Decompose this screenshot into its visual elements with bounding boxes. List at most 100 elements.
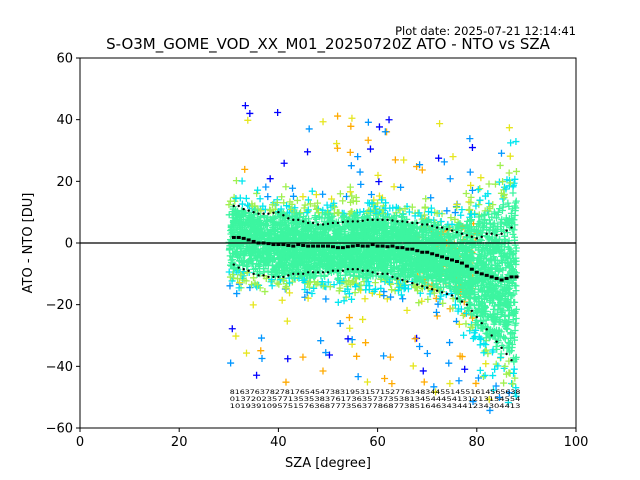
scatter-point xyxy=(243,349,251,357)
scatter-point xyxy=(367,190,375,198)
chart-title: S-O3M_GOME_VOD_XX_M01_20250720Z ATO - NT… xyxy=(106,35,551,54)
scatter-point xyxy=(497,350,505,358)
scatter-point xyxy=(497,189,505,197)
mean-marker xyxy=(365,244,370,248)
scatter-point xyxy=(253,371,261,379)
scatter-point xyxy=(477,247,485,255)
scatter-point xyxy=(348,114,356,122)
percentile-marker xyxy=(450,294,454,297)
scatter-point xyxy=(401,205,409,213)
scatter-point xyxy=(316,213,324,221)
percentile-marker xyxy=(252,210,255,214)
percentile-marker xyxy=(490,334,493,337)
scatter-point xyxy=(510,333,518,341)
scatter-point xyxy=(476,196,484,204)
scatter-point xyxy=(496,205,504,213)
scatter-point xyxy=(346,148,354,156)
scatter-point xyxy=(421,225,429,233)
percentile-marker xyxy=(237,266,240,269)
scatter-point xyxy=(305,125,313,133)
mean-marker xyxy=(514,275,519,279)
scatter-point xyxy=(356,168,364,176)
scatter-point xyxy=(345,210,353,218)
mean-marker xyxy=(415,249,420,253)
bin-count-row: 1019391095751576368777356377868773851646… xyxy=(230,403,521,410)
scatter-point xyxy=(409,362,417,370)
percentile-marker xyxy=(277,210,280,214)
scatter-point xyxy=(354,153,362,161)
scatter-point xyxy=(336,319,344,327)
scatter-point xyxy=(308,187,316,195)
scatter-point xyxy=(237,271,245,279)
percentile-marker xyxy=(406,280,409,283)
scatter-point xyxy=(394,287,402,295)
y-tick-label: 40 xyxy=(56,113,73,128)
scatter-point xyxy=(512,138,520,146)
percentile-marker xyxy=(366,218,369,222)
scatter-point xyxy=(293,196,301,204)
scatter-point xyxy=(308,289,316,297)
percentile-marker xyxy=(311,221,315,225)
percentile-marker xyxy=(302,220,305,223)
mean-marker xyxy=(450,258,454,262)
scatter-point xyxy=(489,372,497,380)
scatter-point xyxy=(330,281,338,289)
mean-marker xyxy=(499,278,504,282)
percentile-marker xyxy=(361,219,364,222)
scatter-point xyxy=(382,199,390,207)
scatter-point xyxy=(411,212,419,220)
scatter-point xyxy=(500,333,508,341)
scatter-point xyxy=(465,298,473,306)
percentile-marker xyxy=(336,269,340,272)
mean-marker xyxy=(335,246,340,250)
scatter-point xyxy=(481,216,489,224)
scatter-point xyxy=(357,281,365,289)
scatter-point xyxy=(490,256,498,264)
scatter-point xyxy=(499,266,507,274)
scatter-point xyxy=(465,206,473,214)
scatter-point xyxy=(319,206,327,214)
x-tick-label: 100 xyxy=(564,435,589,450)
scatter-point xyxy=(312,229,320,237)
scatter-point xyxy=(229,271,237,279)
scatter-point xyxy=(250,274,258,282)
scatter-point xyxy=(497,149,505,157)
scatter-point xyxy=(371,279,379,287)
scatter-point xyxy=(347,122,355,130)
scatter-point xyxy=(262,274,270,282)
scatter-point xyxy=(325,351,333,359)
scatter-point xyxy=(299,353,307,361)
scatter-point xyxy=(491,365,499,373)
scatter-point xyxy=(415,299,423,307)
scatter-point xyxy=(403,306,411,314)
scatter-point xyxy=(506,152,514,160)
scatter-point xyxy=(471,319,479,327)
scatter-point xyxy=(386,353,394,361)
scatter-point xyxy=(366,282,374,290)
scatter-point xyxy=(284,355,292,363)
percentile-marker xyxy=(331,221,335,225)
percentile-marker xyxy=(396,277,399,280)
scatter-point xyxy=(494,362,502,370)
percentile-marker xyxy=(321,223,325,226)
scatter-point xyxy=(352,283,360,291)
scatter-point xyxy=(445,359,453,367)
scatter-point xyxy=(396,206,404,214)
scatter-point xyxy=(411,335,419,343)
scatter-point xyxy=(505,389,513,397)
scatter-point xyxy=(374,171,382,179)
scatter-point xyxy=(506,179,514,187)
scatter-point xyxy=(362,286,370,294)
percentile-marker xyxy=(426,286,429,289)
mean-marker xyxy=(489,275,494,279)
scatter-point xyxy=(512,384,520,392)
percentile-marker xyxy=(455,297,459,300)
scatter-point xyxy=(380,288,388,296)
mean-marker xyxy=(276,243,281,247)
mean-marker xyxy=(420,250,425,254)
scatter-point xyxy=(479,299,487,307)
percentile-marker xyxy=(460,300,464,303)
percentile-marker xyxy=(396,220,399,223)
scatter-point xyxy=(477,227,485,235)
scatter-point xyxy=(435,154,443,162)
